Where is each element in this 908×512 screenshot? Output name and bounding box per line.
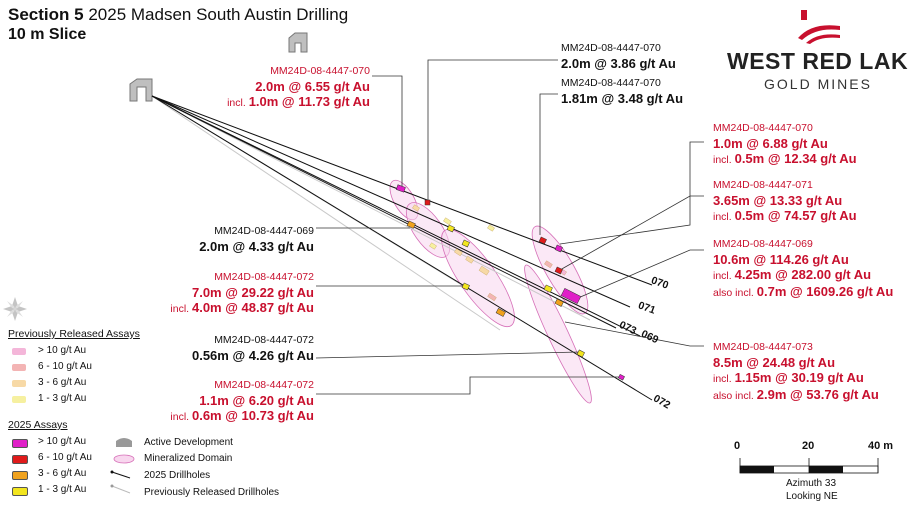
- logo-subname: GOLD MINES: [764, 76, 872, 92]
- legend-symbol-label: 2025 Drillholes: [144, 470, 211, 481]
- legend-label: 1 - 3 g/t Au: [38, 484, 87, 495]
- compass-rose-icon: [3, 297, 27, 321]
- legend-swatch: [12, 348, 26, 355]
- legend-label: 6 - 10 g/t Au: [38, 361, 92, 372]
- development-drift-lower-icon: [129, 78, 153, 102]
- drillhole-line-icon: [111, 471, 131, 479]
- legend-label: 3 - 6 g/t Au: [38, 468, 87, 479]
- old-drillhole-line-icon: [111, 485, 131, 494]
- domain-ellipse-icon: [113, 454, 135, 464]
- drillhole-069: [151, 95, 641, 337]
- scale-tick-0: 0: [734, 440, 741, 452]
- mineralized-domain: [441, 228, 515, 328]
- assay-label-l9: MM24D-08-4447-072 0.56m @ 4.26 g/t Au: [191, 334, 314, 363]
- leader-lines: [315, 59, 704, 395]
- logo-name: WEST RED LAKE: [727, 48, 908, 74]
- legend-previous-title: Previously Released Assays: [8, 328, 140, 340]
- assay-label-l11: MM24D-08-4447-072 1.1m @ 6.20 g/t Au inc…: [170, 379, 314, 423]
- legend-swatch: [12, 439, 28, 448]
- legend-label: > 10 g/t Au: [38, 345, 87, 356]
- drillhole-072: [151, 95, 653, 401]
- legend-symbol-label: Active Development: [144, 437, 233, 448]
- old-drillhole: [151, 95, 501, 331]
- legend-label: 3 - 6 g/t Au: [38, 377, 87, 388]
- legend-label: 1 - 3 g/t Au: [38, 393, 87, 404]
- assay-label-l10: MM24D-08-4447-073 8.5m @ 24.48 g/t Au in…: [713, 341, 879, 402]
- assay-label-l8: MM24D-08-4447-072 7.0m @ 29.22 g/t Au in…: [170, 271, 314, 315]
- legend-swatch: [12, 380, 26, 387]
- legend-swatch: [12, 471, 28, 480]
- azimuth-label: Azimuth 33: [786, 478, 837, 489]
- legend-swatch: [12, 364, 26, 371]
- development-drift-upper-icon: [288, 32, 308, 53]
- drillhole-071: [151, 95, 631, 308]
- legend-symbol-label: Previously Released Drillholes: [144, 487, 280, 498]
- legend-symbol-label: Mineralized Domain: [144, 453, 233, 464]
- title-text: 2025 Madsen South Austin Drilling: [88, 5, 349, 24]
- assay-label-l3: MM24D-08-4447-070 1.81m @ 3.48 g/t Au: [561, 77, 684, 106]
- mineralized-domain: [524, 264, 592, 404]
- legend-swatch: [12, 487, 28, 496]
- section-label: Section 5: [8, 5, 84, 24]
- assay-label-l7: MM24D-08-4447-069 10.6m @ 114.26 g/t Au …: [713, 238, 894, 299]
- logo-mark-icon: [798, 10, 840, 44]
- drillhole-073: [151, 95, 617, 329]
- scale-bar: [739, 458, 879, 474]
- old-drillhole: [151, 95, 591, 321]
- assay-label-l1: MM24D-08-4447-070 2.0m @ 6.55 g/t Au inc…: [227, 65, 370, 109]
- legend-label: > 10 g/t Au: [38, 436, 87, 447]
- looking-label: Looking NE: [786, 491, 838, 502]
- assay-label-l4: MM24D-08-4447-070 1.0m @ 6.88 g/t Au inc…: [713, 122, 857, 166]
- legend-swatch: [12, 455, 28, 464]
- scale-tick-40: 40 m: [868, 440, 894, 452]
- page-title: Section 5 2025 Madsen South Austin Drill…: [8, 5, 348, 25]
- assay-label-l5: MM24D-08-4447-071 3.65m @ 13.33 g/t Au i…: [713, 179, 857, 223]
- scale-tick-20: 20: [802, 440, 815, 452]
- legend-label: 6 - 10 g/t Au: [38, 452, 92, 463]
- assay-label-l6: MM24D-08-4447-069 2.0m @ 4.33 g/t Au: [199, 225, 314, 254]
- dev-shape-icon: [116, 438, 132, 447]
- legend-current-title: 2025 Assays: [8, 419, 68, 431]
- slice-label: 10 m Slice: [8, 26, 87, 43]
- assay-label-l2: MM24D-08-4447-070 2.0m @ 3.86 g/t Au: [561, 42, 676, 71]
- legend-swatch: [12, 396, 26, 403]
